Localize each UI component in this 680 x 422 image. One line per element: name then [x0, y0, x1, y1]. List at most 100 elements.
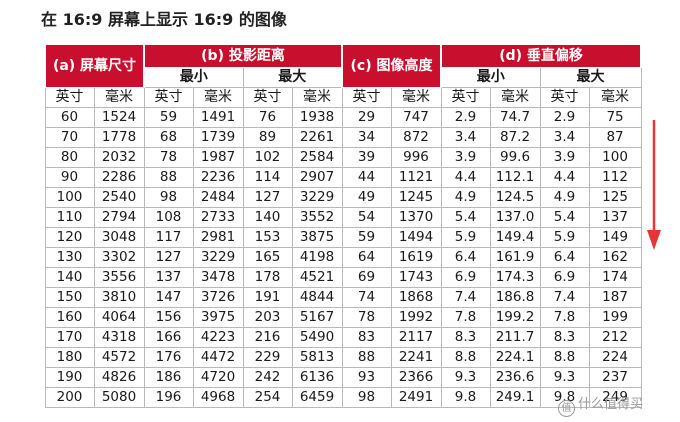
table-cell: 9.3	[440, 367, 491, 388]
table-cell: 3726	[192, 287, 244, 308]
table-cell: 100	[44, 187, 95, 208]
table-cell: 147	[143, 287, 194, 308]
table-row: 60 1524 59 1491 76 1938 29 747 2.9 74.7 2.9 75	[44, 107, 642, 128]
table-cell: 2.9	[440, 107, 491, 128]
table-cell: 76	[242, 107, 293, 128]
table-cell: 64	[341, 247, 392, 268]
header-offset-min: 最小	[440, 67, 541, 88]
table-cell: 1778	[93, 127, 145, 148]
table-cell: 54	[341, 207, 392, 228]
table-row: 100 2540 98 2484 127 3229 49 1245 4.9 124.5 4.9 125	[44, 187, 642, 208]
table-cell: 2540	[93, 187, 145, 208]
header-unit-mm: 毫米	[489, 87, 541, 108]
table-cell: 7.8	[440, 307, 491, 328]
table-cell: 120	[44, 227, 95, 248]
table-cell: 174	[588, 267, 642, 288]
table-cell: 6.4	[440, 247, 491, 268]
table-cell: 75	[588, 107, 642, 128]
table-cell: 114	[242, 167, 293, 188]
table-cell: 196	[143, 387, 194, 408]
table-cell: 3975	[192, 307, 244, 328]
table-row: 170 4318 166 4223 216 5490 83 2117 8.3 211.7 8.3 21…	[44, 327, 642, 348]
table-cell: 34	[341, 127, 392, 148]
table-cell: 3048	[93, 227, 145, 248]
table-cell: 140	[242, 207, 293, 228]
table-cell: 2584	[291, 147, 343, 168]
table-cell: 7.4	[440, 287, 491, 308]
table-cell: 191	[242, 287, 293, 308]
table-row: 200 5080 196 4968 254 6459 98 2491 9.8 249.1 9.8 24…	[44, 387, 642, 408]
table-row: 120 3048 117 2981 153 3875 59 1494 5.9 149.4 5.9 14…	[44, 227, 642, 248]
table-cell: 70	[44, 127, 95, 148]
table-cell: 117	[143, 227, 194, 248]
table-row: 130 3302 127 3229 165 4198 64 1619 6.4 161.9 6.4 16…	[44, 247, 642, 268]
table-cell: 5.4	[539, 207, 590, 228]
table-cell: 88	[143, 167, 194, 188]
table-cell: 1245	[390, 187, 442, 208]
table-cell: 80	[44, 147, 95, 168]
table-cell: 4472	[192, 347, 244, 368]
table-cell: 98	[341, 387, 392, 408]
header-distance-min: 最小	[143, 67, 244, 88]
table-row: 80 2032 78 1987 102 2584 39 996 3.9 99.6 3.9 100	[44, 147, 642, 168]
header-row-units: 英寸 毫米 英寸 毫米 英寸 毫米 英寸 毫米 英寸 毫米 英寸 毫米	[44, 87, 642, 108]
table-cell: 140	[44, 267, 95, 288]
table-cell: 170	[44, 327, 95, 348]
table-cell: 6.9	[539, 267, 590, 288]
table-cell: 1938	[291, 107, 343, 128]
table-cell: 93	[341, 367, 392, 388]
table-cell: 186.8	[489, 287, 541, 308]
table-cell: 125	[588, 187, 642, 208]
table-cell: 186	[143, 367, 194, 388]
table-cell: 996	[390, 147, 442, 168]
header-unit-mm: 毫米	[390, 87, 442, 108]
table-cell: 2.9	[539, 107, 590, 128]
watermark: 值什么值得买	[558, 393, 643, 417]
table-cell: 8.8	[440, 347, 491, 368]
table-cell: 4318	[93, 327, 145, 348]
table-cell: 149.4	[489, 227, 541, 248]
table-cell: 87	[588, 127, 642, 148]
table-cell: 216	[242, 327, 293, 348]
table-cell: 2236	[192, 167, 244, 188]
header-offset-max: 最大	[539, 67, 642, 88]
table-cell: 4.4	[440, 167, 491, 188]
header-unit-inch: 英寸	[242, 87, 293, 108]
table-cell: 8.3	[539, 327, 590, 348]
table-cell: 100	[588, 147, 642, 168]
table-cell: 200	[44, 387, 95, 408]
table-cell: 3.9	[440, 147, 491, 168]
table-cell: 224.1	[489, 347, 541, 368]
table-cell: 78	[143, 147, 194, 168]
table-cell: 6136	[291, 367, 343, 388]
table-cell: 187	[588, 287, 642, 308]
down-arrow-icon	[647, 120, 661, 250]
table-cell: 153	[242, 227, 293, 248]
table-cell: 4.4	[539, 167, 590, 188]
table-cell: 199	[588, 307, 642, 328]
table-cell: 178	[242, 267, 293, 288]
table-row: 140 3556 137 3478 178 4521 69 1743 6.9 174.3 6.9 17…	[44, 267, 642, 288]
table-cell: 1524	[93, 107, 145, 128]
table-cell: 5813	[291, 347, 343, 368]
table-cell: 5.9	[440, 227, 491, 248]
table-cell: 2261	[291, 127, 343, 148]
table-cell: 2117	[390, 327, 442, 348]
table-cell: 98	[143, 187, 194, 208]
header-projection-distance: (b) 投影距离	[142, 44, 344, 68]
table-cell: 4720	[192, 367, 244, 388]
table-cell: 87.2	[489, 127, 541, 148]
table-cell: 1992	[390, 307, 442, 328]
table-cell: 1743	[390, 267, 442, 288]
header-image-height: (c) 图像高度	[341, 44, 443, 88]
table-cell: 3478	[192, 267, 244, 288]
table-body: 60 1524 59 1491 76 1938 29 747 2.9 74.7 2.9 75 70 177…	[44, 107, 642, 408]
table-cell: 3.4	[539, 127, 590, 148]
header-unit-inch: 英寸	[539, 87, 590, 108]
table-cell: 1739	[192, 127, 244, 148]
table-cell: 102	[242, 147, 293, 168]
table-cell: 5.9	[539, 227, 590, 248]
table-cell: 110	[44, 207, 95, 228]
table-cell: 156	[143, 307, 194, 328]
table-row: 160 4064 156 3975 203 5167 78 1992 7.8 199.2 7.8 19…	[44, 307, 642, 328]
